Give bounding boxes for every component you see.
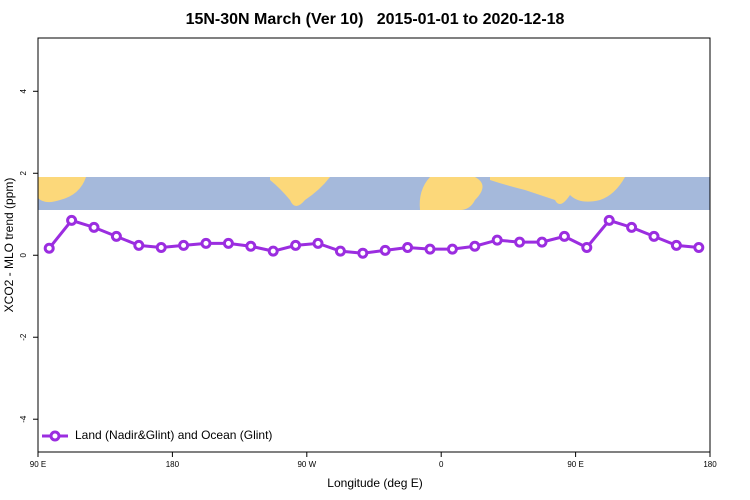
data-point <box>424 243 436 255</box>
x-tick-label: 90 E <box>567 460 583 469</box>
data-point <box>469 240 481 252</box>
data-point <box>245 240 257 252</box>
chart-title: 15N-30N March (Ver 10) 2015-01-01 to 202… <box>186 11 565 28</box>
data-point <box>290 239 302 251</box>
data-point <box>514 236 526 248</box>
y-tick-label: 2 <box>19 170 28 175</box>
data-point <box>670 239 682 251</box>
data-point <box>200 237 212 249</box>
y-tick-label: 0 <box>19 252 28 257</box>
y-tick-label: -4 <box>19 415 28 423</box>
data-point <box>379 244 391 256</box>
x-tick-label: 0 <box>439 460 444 469</box>
data-point <box>581 241 593 253</box>
data-point <box>88 221 100 233</box>
data-point <box>603 214 615 226</box>
x-tick-label: 180 <box>166 460 180 469</box>
y-tick-label: -2 <box>19 333 28 341</box>
series-line <box>48 218 699 255</box>
data-point <box>558 230 570 242</box>
y-tick-label: 4 <box>19 89 28 94</box>
data-point <box>446 243 458 255</box>
x-tick-label: 180 <box>703 460 717 469</box>
data-point <box>178 239 190 251</box>
data-point <box>491 234 503 246</box>
data-point <box>155 241 167 253</box>
data-point <box>110 230 122 242</box>
y-axis-label: XCO2 - MLO trend (ppm) <box>2 178 16 313</box>
x-tick-label: 90 E <box>30 460 46 469</box>
data-point <box>133 239 145 251</box>
legend-marker <box>49 430 61 442</box>
plot-frame <box>37 37 711 453</box>
map-band <box>38 177 710 210</box>
data-point <box>43 242 55 254</box>
data-point <box>536 236 548 248</box>
legend-label: Land (Nadir&Glint) and Ocean (Glint) <box>75 428 272 442</box>
data-point <box>267 245 279 257</box>
data-point <box>334 245 346 257</box>
data-point <box>693 241 705 253</box>
x-tick-label: 90 W <box>297 460 316 469</box>
data-point <box>66 214 78 226</box>
x-axis-label: Longitude (deg E) <box>327 476 422 490</box>
data-point <box>357 247 369 259</box>
data-point <box>626 221 638 233</box>
data-point <box>648 230 660 242</box>
data-point <box>312 237 324 249</box>
data-point <box>402 241 414 253</box>
data-point <box>222 237 234 249</box>
